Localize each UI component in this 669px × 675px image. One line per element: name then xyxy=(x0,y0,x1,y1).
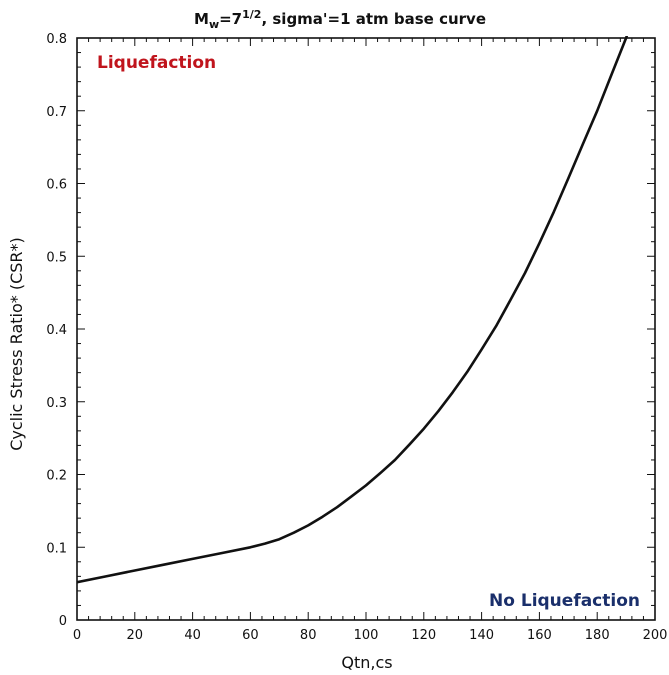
y-tick-label: 0.1 xyxy=(46,541,67,556)
title-superscript: 1/2 xyxy=(242,8,261,21)
title-subscript: w xyxy=(209,18,219,31)
y-tick-label: 0.6 xyxy=(46,178,67,193)
x-tick-label: 0 xyxy=(73,628,81,643)
title-mid: =7 xyxy=(219,10,242,28)
x-tick-label: 200 xyxy=(643,628,668,643)
y-tick-label: 0.2 xyxy=(46,469,67,484)
annotations-group: Liquefaction No Liquefaction xyxy=(97,53,640,611)
x-tick-label: 120 xyxy=(411,628,436,643)
liquefaction-label: Liquefaction xyxy=(97,53,216,73)
x-tick-label: 100 xyxy=(354,628,379,643)
y-axis-label: Cyclic Stress Ratio* (CSR*) xyxy=(7,237,26,451)
plot-frame xyxy=(76,37,656,621)
x-tick-label: 80 xyxy=(300,628,317,643)
x-tick-label: 60 xyxy=(242,628,259,643)
x-tick-label: 40 xyxy=(184,628,201,643)
series-group xyxy=(77,36,629,584)
y-tick-label: 0.7 xyxy=(46,105,67,120)
title-prefix: M xyxy=(194,10,209,28)
chart-title: Mw=71/2, sigma'=1 atm base curve xyxy=(194,8,486,31)
plot-border xyxy=(76,37,656,621)
y-tick-label: 0.8 xyxy=(46,32,67,47)
axis-tick-labels: 0 20 40 60 80 100 120 140 160 180 200 0 0.1 0.2 0.3 0.4… xyxy=(46,32,667,643)
title-suffix: , sigma'=1 atm base curve xyxy=(261,10,486,28)
x-tick-label: 20 xyxy=(127,628,144,643)
y-tick-label: 0 xyxy=(59,614,67,629)
y-tick-label: 0.3 xyxy=(46,396,67,411)
series-line xyxy=(77,36,629,584)
y-tick-label: 0.5 xyxy=(46,250,67,265)
y-tick-label: 0.4 xyxy=(46,323,67,338)
x-tick-label: 180 xyxy=(585,628,610,643)
x-tick-label: 160 xyxy=(527,628,552,643)
axis-ticks xyxy=(76,37,656,621)
x-axis-label: Qtn,cs xyxy=(341,653,392,672)
x-tick-label: 140 xyxy=(469,628,494,643)
no-liquefaction-label: No Liquefaction xyxy=(489,591,640,611)
